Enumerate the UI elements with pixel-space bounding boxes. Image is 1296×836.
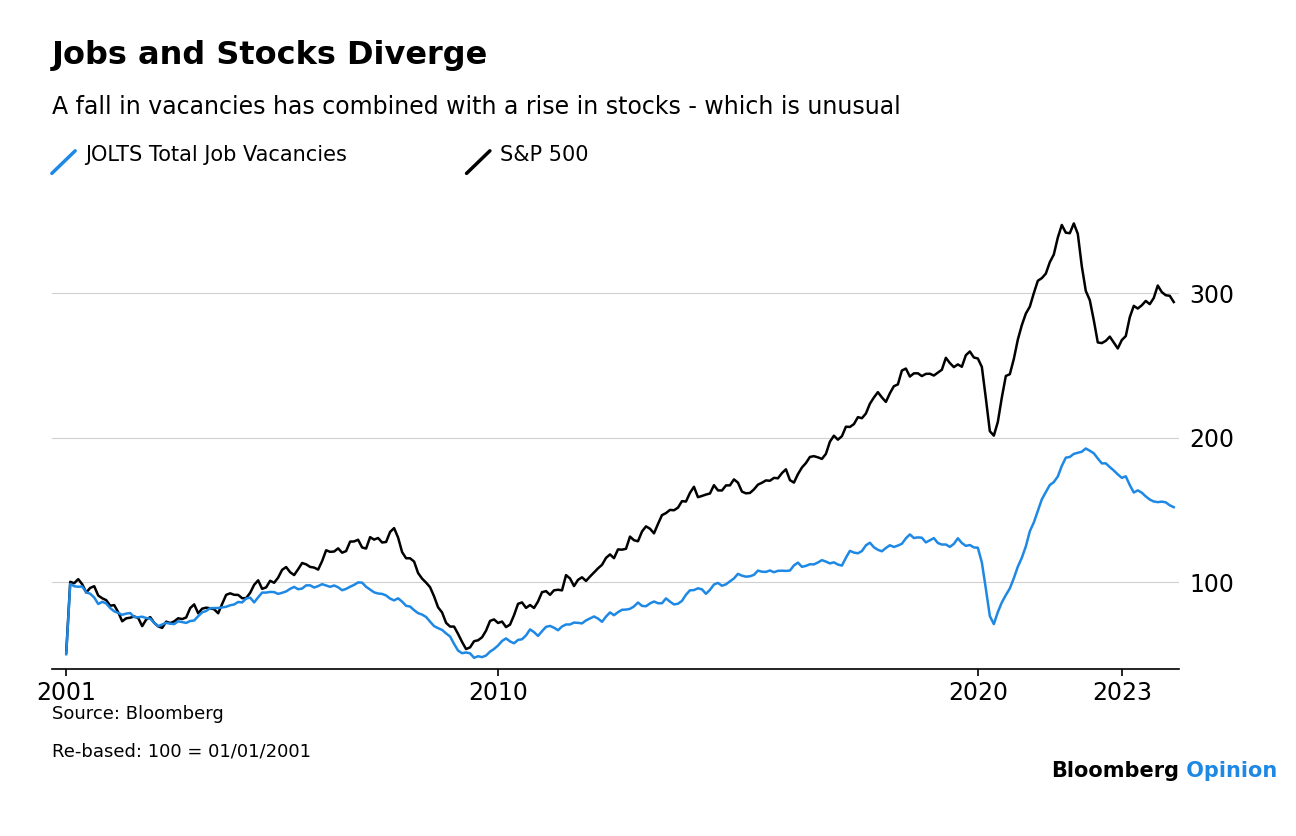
Text: Opinion: Opinion	[1179, 761, 1278, 781]
Text: A fall in vacancies has combined with a rise in stocks - which is unusual: A fall in vacancies has combined with a …	[52, 95, 901, 119]
Text: JOLTS Total Job Vacancies: JOLTS Total Job Vacancies	[86, 145, 347, 165]
Text: Jobs and Stocks Diverge: Jobs and Stocks Diverge	[52, 40, 489, 71]
Text: S&P 500: S&P 500	[500, 145, 588, 165]
Text: Re-based: 100 = 01/01/2001: Re-based: 100 = 01/01/2001	[52, 743, 311, 761]
Text: Source: Bloomberg: Source: Bloomberg	[52, 706, 224, 723]
Text: Bloomberg: Bloomberg	[1051, 761, 1179, 781]
